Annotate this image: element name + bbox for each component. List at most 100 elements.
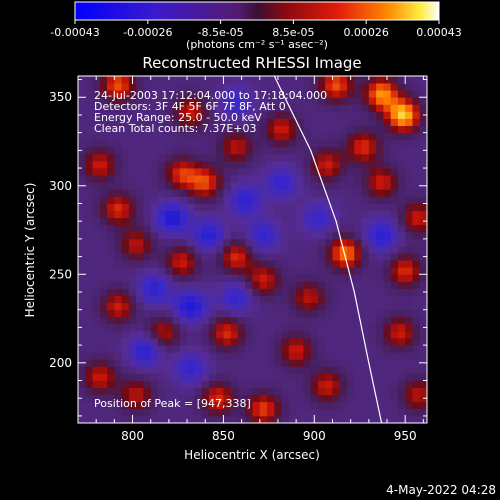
heatmap-cell bbox=[274, 408, 282, 417]
heatmap-cell bbox=[281, 366, 290, 374]
heatmap-cell bbox=[252, 90, 261, 98]
heatmap-cell bbox=[165, 245, 173, 254]
heatmap-cell bbox=[274, 132, 282, 141]
heatmap-cell bbox=[419, 345, 427, 353]
heatmap-cell bbox=[347, 139, 355, 148]
heatmap-cell bbox=[107, 90, 115, 98]
heatmap-cell bbox=[252, 288, 261, 296]
heatmap-cell bbox=[230, 415, 239, 423]
heatmap-cell bbox=[237, 146, 246, 155]
heatmap-cell bbox=[216, 295, 224, 304]
heatmap-cell bbox=[259, 132, 268, 141]
heatmap-cell bbox=[165, 288, 173, 296]
heatmap-cell bbox=[288, 281, 297, 289]
heatmap-cell bbox=[397, 132, 406, 141]
heatmap-cell bbox=[179, 316, 188, 325]
heatmap-cell bbox=[259, 118, 268, 126]
heatmap-cell bbox=[354, 111, 362, 119]
heatmap-cell bbox=[325, 217, 333, 226]
heatmap-cell bbox=[216, 274, 224, 282]
heatmap-cell bbox=[376, 210, 384, 219]
heatmap-cell bbox=[405, 196, 413, 204]
heatmap-cell bbox=[390, 408, 399, 417]
heatmap-cell bbox=[317, 238, 326, 247]
heatmap-cell bbox=[78, 245, 86, 254]
heatmap-cell bbox=[172, 160, 181, 169]
heatmap-cell bbox=[376, 267, 384, 275]
heatmap-cell bbox=[397, 231, 406, 240]
heatmap-cell bbox=[78, 139, 86, 148]
heatmap-cell bbox=[78, 189, 86, 197]
heatmap-cell bbox=[390, 139, 399, 148]
heatmap-cell bbox=[150, 415, 159, 423]
heatmap-cell bbox=[136, 387, 144, 396]
heatmap-cell bbox=[230, 245, 239, 254]
heatmap-cell bbox=[310, 408, 319, 417]
heatmap-cell bbox=[114, 153, 123, 162]
heatmap-cell bbox=[332, 160, 341, 169]
heatmap-cell bbox=[194, 125, 202, 134]
heatmap-cell bbox=[281, 111, 290, 119]
heatmap-cell bbox=[92, 90, 101, 98]
heatmap-cell bbox=[354, 146, 362, 155]
heatmap-cell bbox=[150, 302, 159, 311]
heatmap-cell bbox=[332, 288, 341, 296]
heatmap-cell bbox=[143, 125, 152, 134]
heatmap-cell bbox=[136, 182, 144, 190]
heatmap-cell bbox=[230, 359, 239, 367]
heatmap-cell bbox=[187, 408, 195, 417]
heatmap-cell bbox=[237, 153, 246, 162]
heatmap-cell bbox=[245, 380, 253, 388]
heatmap-cell bbox=[339, 394, 348, 403]
heatmap-cell bbox=[107, 196, 115, 204]
heatmap-cell bbox=[376, 83, 384, 91]
heatmap-cell bbox=[201, 330, 210, 339]
heatmap-cell bbox=[252, 118, 261, 126]
heatmap-cell bbox=[405, 231, 413, 240]
heatmap-cell bbox=[325, 210, 333, 219]
heatmap-cell bbox=[187, 90, 195, 98]
heatmap-cell bbox=[259, 210, 268, 219]
heatmap-cell bbox=[259, 366, 268, 374]
heatmap-cell bbox=[354, 274, 362, 282]
heatmap-cell bbox=[368, 83, 377, 91]
heatmap-cell bbox=[208, 132, 217, 141]
heatmap-cell bbox=[194, 267, 202, 275]
heatmap-cell bbox=[288, 118, 297, 126]
heatmap-cell bbox=[376, 415, 384, 423]
heatmap-cell bbox=[368, 160, 377, 169]
heatmap-cell bbox=[310, 253, 319, 261]
heatmap-cell bbox=[143, 274, 152, 282]
heatmap-cell bbox=[121, 380, 130, 388]
heatmap-cell bbox=[288, 295, 297, 304]
heatmap-cell bbox=[390, 338, 399, 346]
heatmap-cell bbox=[281, 132, 290, 141]
heatmap-cell bbox=[78, 401, 86, 410]
heatmap-cell bbox=[397, 118, 406, 126]
heatmap-cell bbox=[78, 175, 86, 183]
heatmap-cell bbox=[376, 309, 384, 318]
heatmap-cell bbox=[325, 366, 333, 374]
heatmap-cell bbox=[317, 203, 326, 211]
heatmap-cell bbox=[274, 83, 282, 91]
heatmap-cell bbox=[201, 139, 210, 148]
heatmap-cell bbox=[92, 380, 101, 388]
heatmap-cell bbox=[317, 359, 326, 367]
heatmap-cell bbox=[296, 175, 304, 183]
heatmap-cell bbox=[267, 260, 275, 268]
heatmap-cell bbox=[390, 153, 399, 162]
heatmap-cell bbox=[223, 373, 232, 381]
heatmap-cell bbox=[92, 366, 101, 374]
heatmap-cell bbox=[201, 182, 210, 190]
heatmap-cell bbox=[128, 203, 137, 211]
heatmap-cell bbox=[107, 401, 115, 410]
heatmap-cell bbox=[390, 316, 399, 325]
heatmap-cell bbox=[216, 231, 224, 240]
heatmap-cell bbox=[99, 182, 108, 190]
heatmap-cell bbox=[361, 182, 370, 190]
heatmap-cell bbox=[85, 415, 93, 423]
heatmap-cell bbox=[121, 345, 130, 353]
heatmap-cell bbox=[354, 231, 362, 240]
colorbar-tick-label: 8.5e-05 bbox=[272, 26, 314, 39]
heatmap-cell bbox=[368, 359, 377, 367]
